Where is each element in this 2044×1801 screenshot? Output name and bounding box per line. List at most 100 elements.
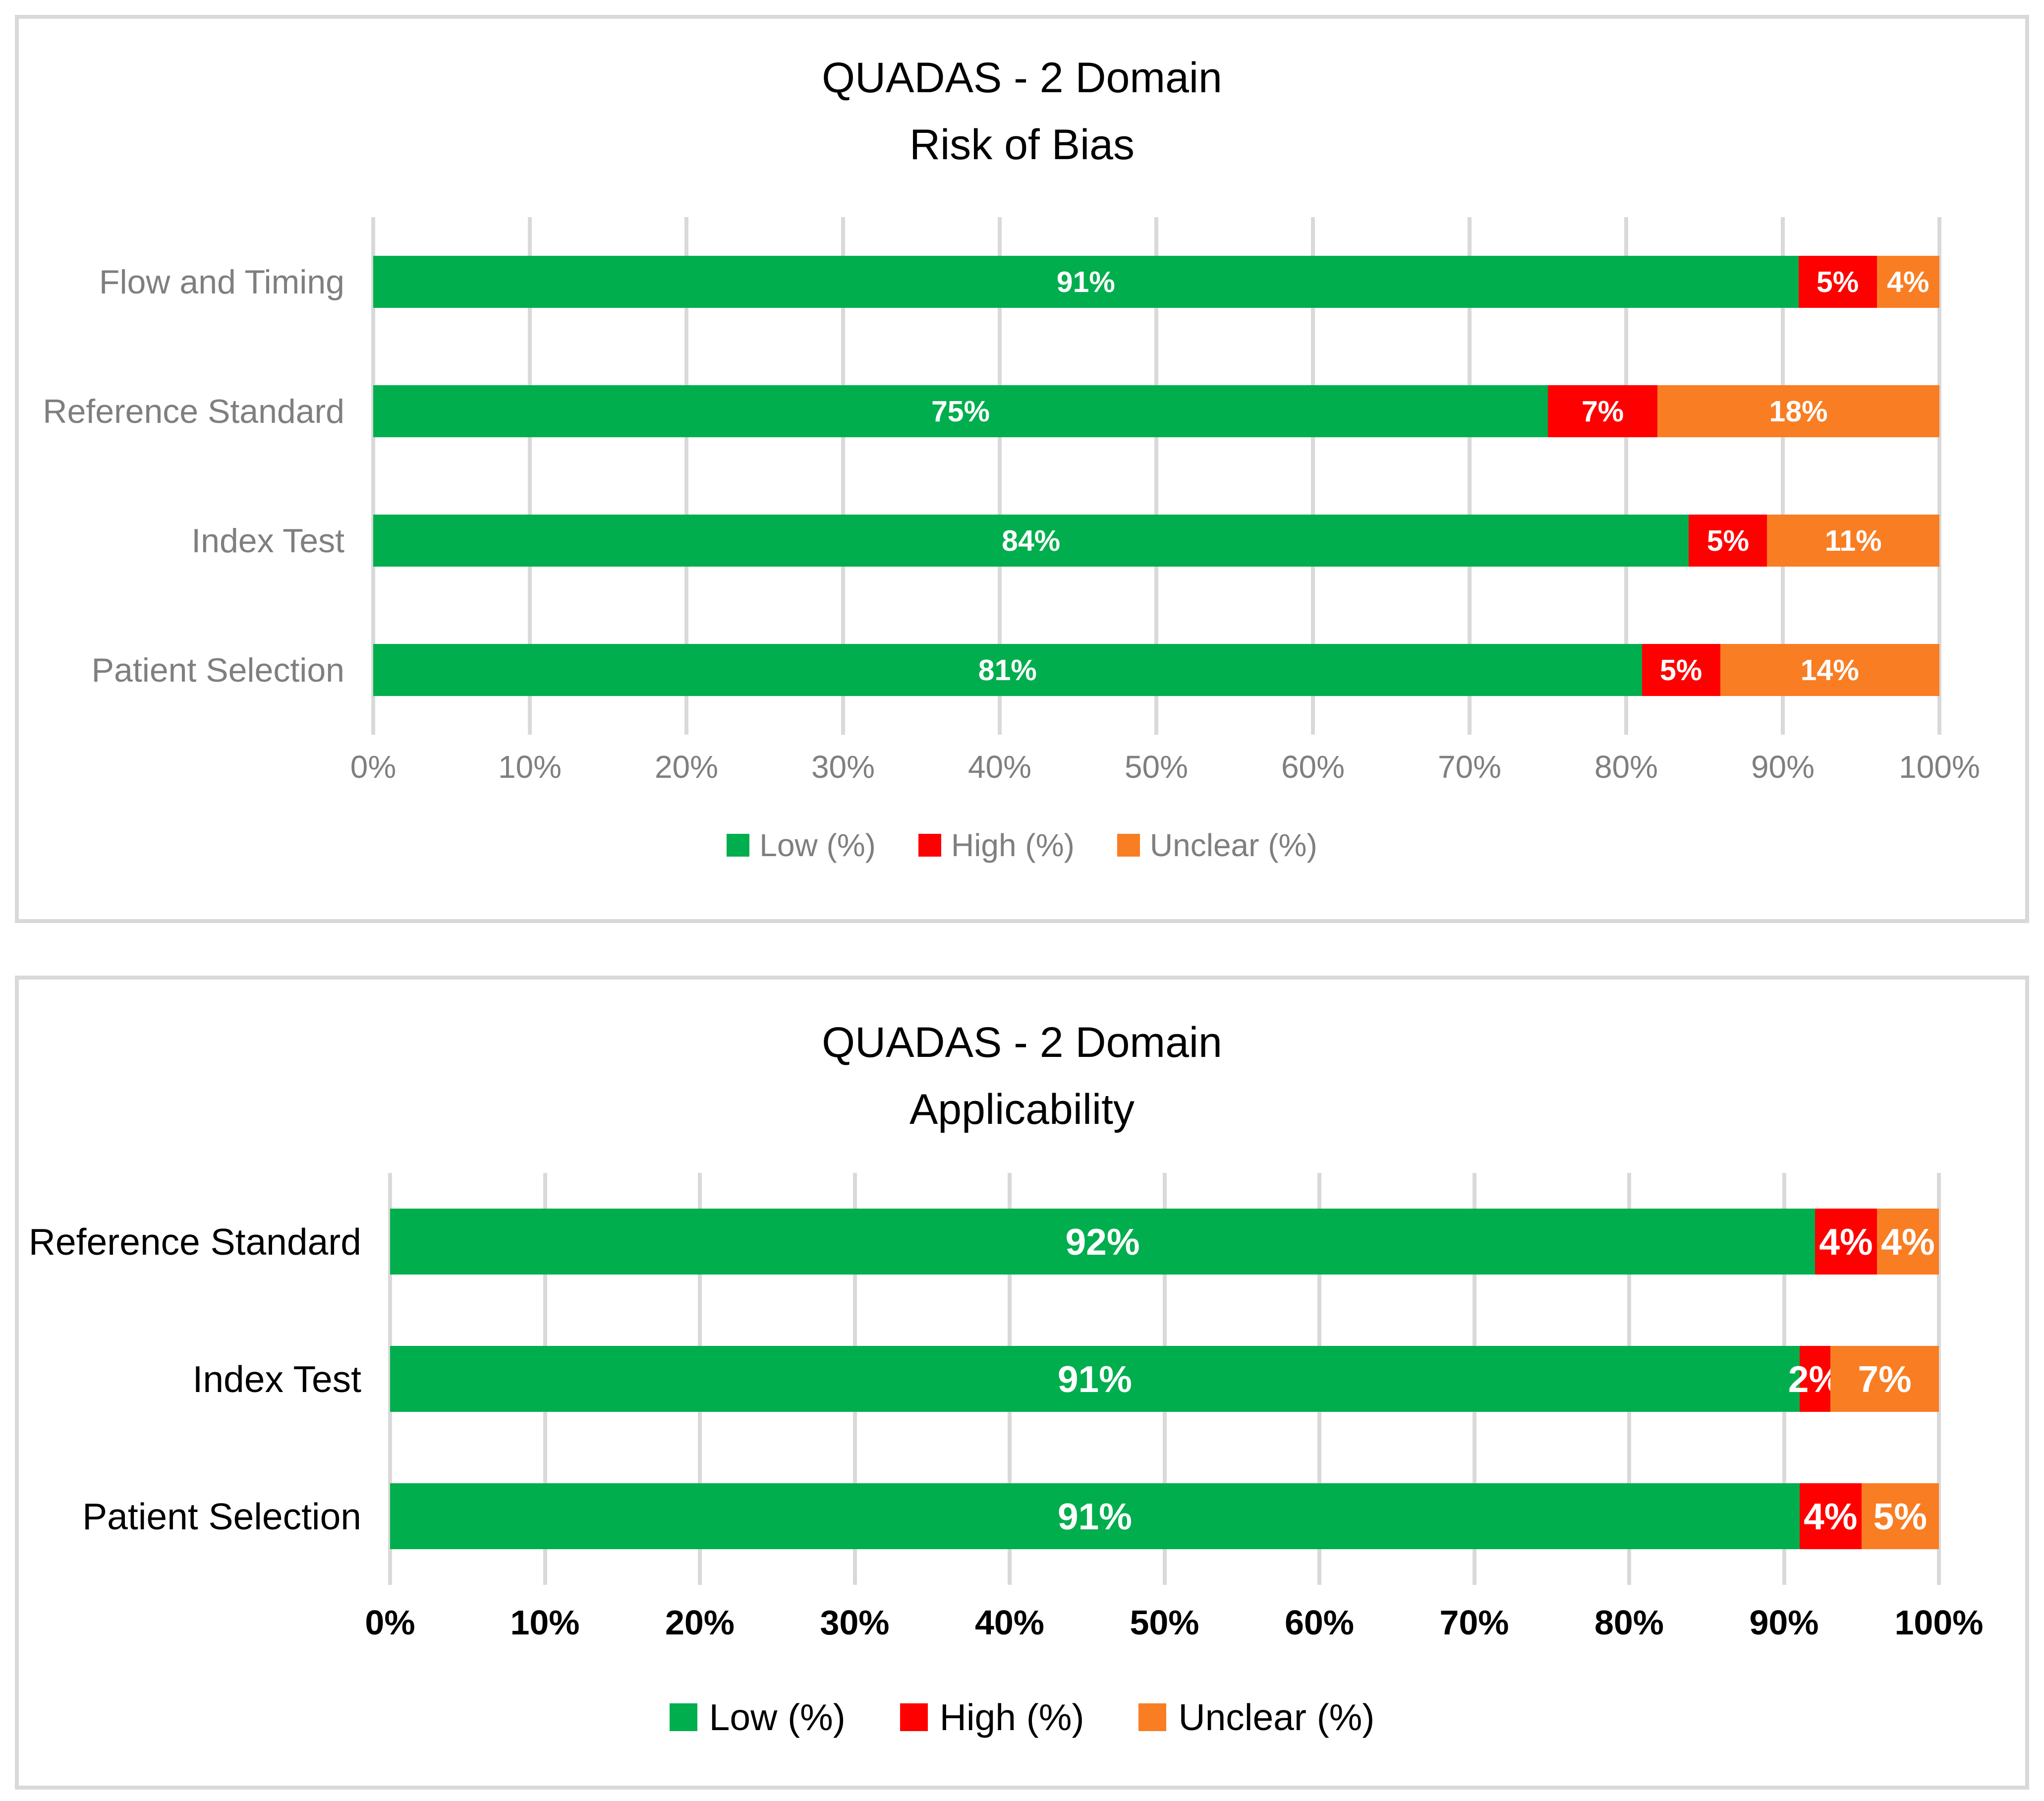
- chart-title-line1: QUADAS - 2 Domain: [822, 1019, 1222, 1066]
- bar-segment-unclear: 4%: [1877, 1209, 1939, 1275]
- legend: Low (%) High (%) Unclear (%): [19, 827, 2025, 864]
- bar-segment-value: 14%: [1800, 653, 1859, 687]
- bar-segment-low: 81%: [373, 644, 1642, 696]
- x-axis-tick: 60%: [1281, 749, 1345, 785]
- applicability-chart-panel: QUADAS - 2 Domain Applicability Referenc…: [15, 976, 2029, 1790]
- bar-segment-value: 7%: [1858, 1358, 1912, 1400]
- bar-segment-value: 4%: [1804, 1495, 1858, 1537]
- x-axis-tick: 80%: [1594, 749, 1658, 785]
- bar-segment-high: 5%: [1689, 515, 1767, 567]
- bar-segment-value: 91%: [1057, 1495, 1132, 1537]
- category-label: Index Test: [191, 522, 344, 560]
- bar-segment-value: 5%: [1816, 265, 1859, 298]
- gridline: [998, 217, 1002, 735]
- bar-segment-low: 91%: [390, 1483, 1800, 1549]
- stacked-bar: 92% 4% 4%: [390, 1209, 1939, 1275]
- bar-track: 91% 4% 5%: [390, 1448, 1939, 1585]
- gridline: [1937, 1173, 1941, 1585]
- category-label: Reference Standard: [43, 392, 344, 430]
- x-axis-tick: 40%: [974, 1603, 1045, 1642]
- bar-segment-value: 91%: [1057, 1358, 1132, 1400]
- bar-segment-value: 75%: [931, 395, 990, 428]
- bar-segment-high: 5%: [1642, 644, 1720, 696]
- gridline: [841, 217, 845, 735]
- bar-segment-value: 5%: [1706, 524, 1750, 557]
- legend-item: Low (%): [727, 827, 876, 864]
- bar-segment-unclear: 11%: [1767, 515, 1939, 567]
- chart-title: QUADAS - 2 Domain Applicability: [19, 1009, 2025, 1143]
- legend-item: High (%): [900, 1696, 1084, 1739]
- legend-label: High (%): [939, 1696, 1084, 1738]
- bar-segment-value: 5%: [1659, 653, 1703, 687]
- bar-rows: Reference Standard 92% 4% 4% Index Test 91% 2%…: [19, 1173, 2025, 1585]
- gridline: [371, 217, 375, 735]
- x-axis-tick: 20%: [665, 1603, 735, 1642]
- gridline: [1468, 217, 1472, 735]
- legend-label: High (%): [951, 827, 1075, 863]
- stacked-bar: 91% 5% 4%: [373, 256, 1939, 308]
- bar-segment-high: 4%: [1815, 1209, 1877, 1275]
- bar-segment-unclear: 18%: [1657, 385, 1939, 437]
- legend-label: Unclear (%): [1178, 1696, 1375, 1738]
- plot-area: Flow and Timing 91% 5% 4% Reference Standard…: [19, 217, 2025, 735]
- x-axis-tick: 0%: [365, 1603, 415, 1642]
- bar-segment-value: 84%: [1002, 524, 1061, 557]
- bar-segment-value: 4%: [1881, 1220, 1935, 1263]
- bar-row: Patient Selection 81% 5% 14%: [19, 605, 2025, 735]
- x-axis-tick: 50%: [1124, 749, 1189, 785]
- category-label: Reference Standard: [28, 1220, 361, 1263]
- category-label: Flow and Timing: [99, 263, 344, 301]
- bar-row: Patient Selection 91% 4% 5%: [19, 1448, 2025, 1585]
- x-axis-tick: 100%: [1899, 749, 1980, 785]
- gridline: [1311, 217, 1315, 735]
- bar-track: 75% 7% 18%: [373, 347, 1939, 476]
- bar-segment-value: 4%: [1887, 265, 1930, 298]
- bar-row: Index Test 84% 5% 11%: [19, 476, 2025, 605]
- gridline: [684, 217, 688, 735]
- bar-row: Reference Standard 75% 7% 18%: [19, 347, 2025, 476]
- bar-segment-unclear: 14%: [1720, 644, 1939, 696]
- bar-segment-value: 18%: [1769, 395, 1828, 428]
- legend-swatch-high: [900, 1703, 928, 1731]
- legend-swatch-unclear: [1117, 834, 1140, 857]
- stacked-bar: 81% 5% 14%: [373, 644, 1939, 696]
- gridlines: [371, 217, 1941, 735]
- x-axis-tick: 30%: [820, 1603, 890, 1642]
- legend-item: Low (%): [669, 1696, 846, 1739]
- x-axis-tick: 70%: [1439, 1603, 1509, 1642]
- x-axis-tick: 70%: [1437, 749, 1502, 785]
- bar-segment-value: 7%: [1581, 395, 1624, 428]
- bar-row: Reference Standard 92% 4% 4%: [19, 1173, 2025, 1310]
- x-axis-tick: 20%: [654, 749, 719, 785]
- stacked-bar: 91% 4% 5%: [390, 1483, 1939, 1549]
- x-axis-tick: 40%: [967, 749, 1032, 785]
- bar-track: 92% 4% 4%: [390, 1173, 1939, 1310]
- gridline: [1937, 217, 1941, 735]
- legend-label: Unclear (%): [1149, 827, 1317, 863]
- x-axis-tick: 30%: [811, 749, 875, 785]
- x-axis-tick: 90%: [1749, 1603, 1819, 1642]
- bar-segment-unclear: 4%: [1876, 256, 1939, 308]
- chart-title-line1: QUADAS - 2 Domain: [822, 54, 1222, 102]
- gridline: [528, 217, 532, 735]
- legend-item: High (%): [918, 827, 1075, 864]
- bar-track: 91% 2% 7%: [390, 1310, 1939, 1448]
- category-label: Index Test: [192, 1358, 361, 1400]
- chart-title-line2: Applicability: [909, 1086, 1135, 1133]
- x-axis-tick: 10%: [498, 749, 562, 785]
- bar-segment-value: 91%: [1056, 265, 1115, 298]
- x-axis-tick: 80%: [1594, 1603, 1664, 1642]
- gridline: [1624, 217, 1628, 735]
- x-axis-tick: 10%: [510, 1603, 580, 1642]
- bar-segment-value: 4%: [1819, 1220, 1873, 1263]
- x-axis-tick: 100%: [1894, 1603, 1984, 1642]
- bar-segment-value: 5%: [1873, 1495, 1928, 1537]
- stacked-bar: 91% 2% 7%: [390, 1346, 1939, 1412]
- bar-segment-unclear: 5%: [1861, 1483, 1939, 1549]
- chart-title-line2: Risk of Bias: [909, 121, 1135, 169]
- risk-of-bias-chart-panel: QUADAS - 2 Domain Risk of Bias Flow and …: [15, 15, 2029, 923]
- stacked-bar: 75% 7% 18%: [373, 385, 1939, 437]
- bar-rows: Flow and Timing 91% 5% 4% Reference Standard…: [19, 217, 2025, 735]
- bar-row: Index Test 91% 2% 7%: [19, 1310, 2025, 1448]
- x-axis: 0% 10% 20% 30% 40% 50% 60% 70% 80% 90% 100%: [350, 735, 1980, 794]
